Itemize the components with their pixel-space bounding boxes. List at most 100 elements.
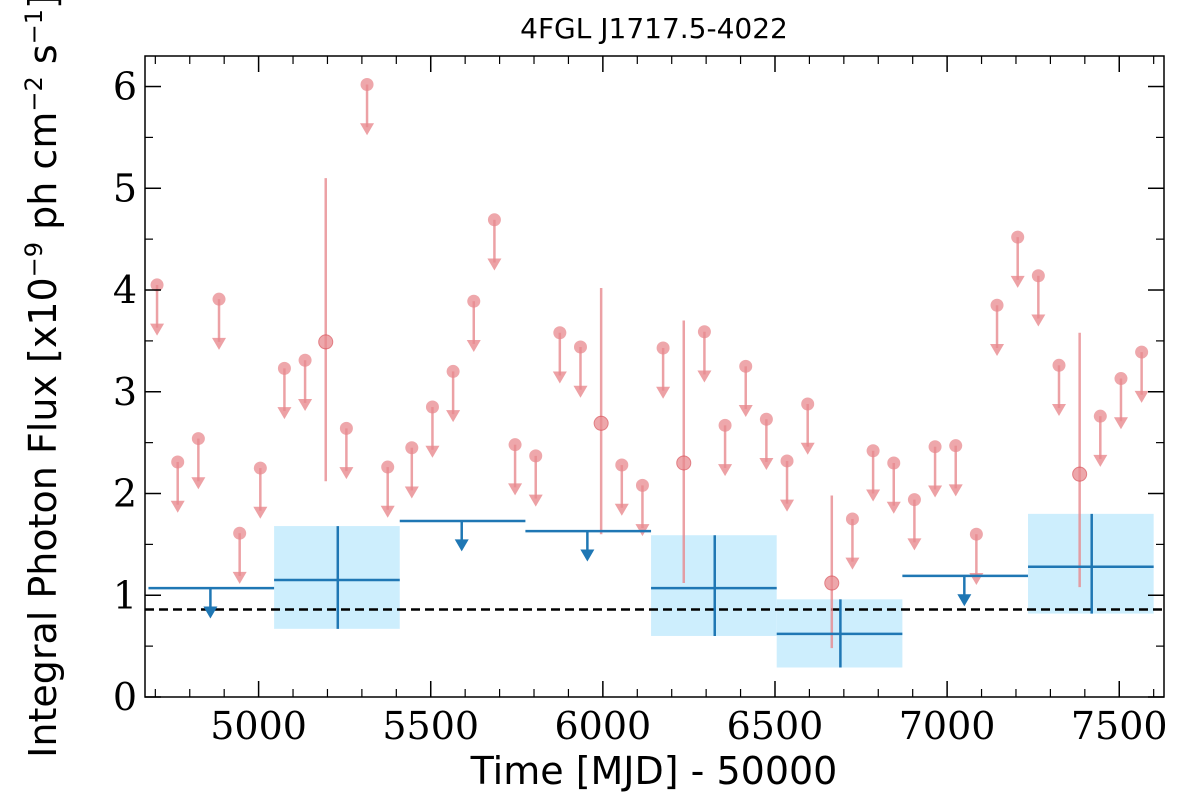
fine-upper-limit-arrow xyxy=(1134,390,1149,403)
fine-upper-limit-point xyxy=(253,461,267,475)
x-tick-label: 7500 xyxy=(1071,704,1168,748)
fine-upper-limit-point xyxy=(1093,409,1107,423)
fine-upper-limit-point xyxy=(1011,230,1025,244)
fine-upper-limit-point xyxy=(212,292,226,306)
fine-upper-limit-point xyxy=(1114,372,1128,386)
y-tick-label: 3 xyxy=(113,370,137,414)
fine-upper-limit-point xyxy=(171,455,185,469)
fine-detection-point xyxy=(318,334,334,350)
y-tick-label: 1 xyxy=(113,573,137,617)
x-tick-label: 5500 xyxy=(382,704,479,748)
fine-upper-limit-arrow xyxy=(928,485,943,498)
fine-upper-limit-point xyxy=(1135,345,1149,359)
fine-upper-limit-arrow xyxy=(552,371,567,384)
fine-upper-limit-point xyxy=(907,493,921,507)
fine-upper-limit-arrow xyxy=(298,398,313,411)
fine-upper-limit-point xyxy=(233,526,247,540)
fine-upper-limit-point xyxy=(277,361,291,375)
fine-upper-limit-point xyxy=(529,449,543,463)
fine-upper-limit-arrow xyxy=(866,489,881,502)
fine-upper-limit-arrow xyxy=(614,503,629,516)
fine-upper-limit-point xyxy=(467,294,481,308)
fine-upper-limit-point xyxy=(990,298,1004,312)
y-axis: 0 1 2 3 4 5 6 xyxy=(113,65,1164,719)
fine-upper-limit-arrow xyxy=(446,410,461,423)
y-tick-label: 6 xyxy=(113,65,137,109)
y-tick-label: 2 xyxy=(113,472,137,516)
fine-upper-limit-arrow xyxy=(425,445,440,458)
x-tick-label: 5000 xyxy=(210,704,307,748)
fine-upper-limit-point xyxy=(866,444,880,458)
fine-upper-limit-point xyxy=(405,441,419,455)
fine-upper-limit-arrow xyxy=(573,385,588,398)
coarse-upper-limit-arrow xyxy=(454,539,469,552)
fine-upper-limit-arrow xyxy=(948,484,963,497)
fine-upper-limit-point xyxy=(615,458,629,472)
fine-upper-limit-point xyxy=(969,527,983,541)
fine-detection-point xyxy=(593,415,609,431)
fine-upper-limit-arrow xyxy=(738,405,753,418)
fine-upper-limit-point xyxy=(697,325,711,339)
x-tick-label: 6000 xyxy=(555,704,652,748)
fine-upper-limit-arrow xyxy=(528,494,543,507)
fine-upper-limit-arrow xyxy=(845,557,860,570)
fine-upper-limit-point xyxy=(739,359,753,373)
fine-upper-limit-point xyxy=(801,397,815,411)
fine-upper-limit-arrow xyxy=(718,464,733,477)
fine-upper-limit-arrow xyxy=(1113,417,1128,430)
fine-detection-point xyxy=(676,455,692,471)
fine-upper-limit-arrow xyxy=(232,571,247,584)
fine-upper-limit-arrow xyxy=(886,501,901,514)
fine-upper-limit-arrow xyxy=(800,442,815,455)
fine-upper-limit-arrow xyxy=(191,477,206,490)
coarse-upper-limit-arrow xyxy=(580,549,595,562)
x-tick-label: 6500 xyxy=(727,704,824,748)
chart-title: 4FGL J1717.5-4022 xyxy=(520,12,788,45)
fine-upper-limit-point xyxy=(845,512,859,526)
fine-upper-limit-arrow xyxy=(170,500,185,513)
plot-frame xyxy=(144,55,1165,698)
fine-upper-limit-point xyxy=(718,418,732,432)
plot-area xyxy=(145,77,1164,668)
fine-upper-limit-point xyxy=(635,478,649,492)
fine-upper-limit-point xyxy=(508,438,522,452)
fine-upper-limit-point xyxy=(1031,269,1045,283)
fine-detection-point xyxy=(1072,466,1088,482)
fine-upper-limit-arrow xyxy=(380,505,395,518)
x-axis-label: Time [MJD] - 50000 xyxy=(470,749,838,793)
y-axis-label: Integral Photon Flux [x10−9 ph cm−2 s−1] xyxy=(20,0,65,758)
fine-upper-limit-point xyxy=(887,456,901,470)
fine-upper-limit-point xyxy=(487,213,501,227)
y-tick-label: 5 xyxy=(113,166,137,210)
fine-upper-limit-arrow xyxy=(360,123,375,136)
fine-upper-limit-arrow xyxy=(339,467,354,480)
fine-upper-limit-point xyxy=(381,460,395,474)
fine-upper-limit-point xyxy=(656,341,670,355)
fine-upper-limit-arrow xyxy=(508,483,523,496)
fine-upper-limit-point xyxy=(425,400,439,414)
fine-upper-limit-arrow xyxy=(150,323,165,336)
coarse-upper-limit-arrow xyxy=(203,606,218,619)
fine-upper-limit-point xyxy=(339,421,353,435)
coarse-upper-limit-arrow xyxy=(957,594,972,607)
fine-upper-limit-point xyxy=(949,439,963,453)
fine-upper-limit-arrow xyxy=(1052,404,1067,417)
fine-upper-limit-arrow xyxy=(1031,314,1046,327)
fine-upper-limit-arrow xyxy=(697,370,712,383)
y-tick-label: 4 xyxy=(113,268,137,312)
fine-upper-limit-point xyxy=(150,278,164,292)
fine-upper-limit-arrow xyxy=(466,339,481,352)
fine-upper-limit-point xyxy=(1052,358,1066,372)
x-tick-label: 7000 xyxy=(899,704,996,748)
fine-upper-limit-arrow xyxy=(253,506,268,519)
fine-upper-limit-arrow xyxy=(1010,275,1025,288)
fine-upper-limit-point xyxy=(191,432,205,446)
y-tick-label: 0 xyxy=(113,675,137,719)
fine-upper-limit-arrow xyxy=(487,258,502,271)
fine-upper-limit-arrow xyxy=(404,486,419,499)
fine-upper-limit-arrow xyxy=(907,538,922,551)
fine-upper-limit-arrow xyxy=(780,499,795,512)
fine-upper-limit-arrow xyxy=(1093,454,1108,467)
fine-upper-limit-point xyxy=(553,326,567,340)
